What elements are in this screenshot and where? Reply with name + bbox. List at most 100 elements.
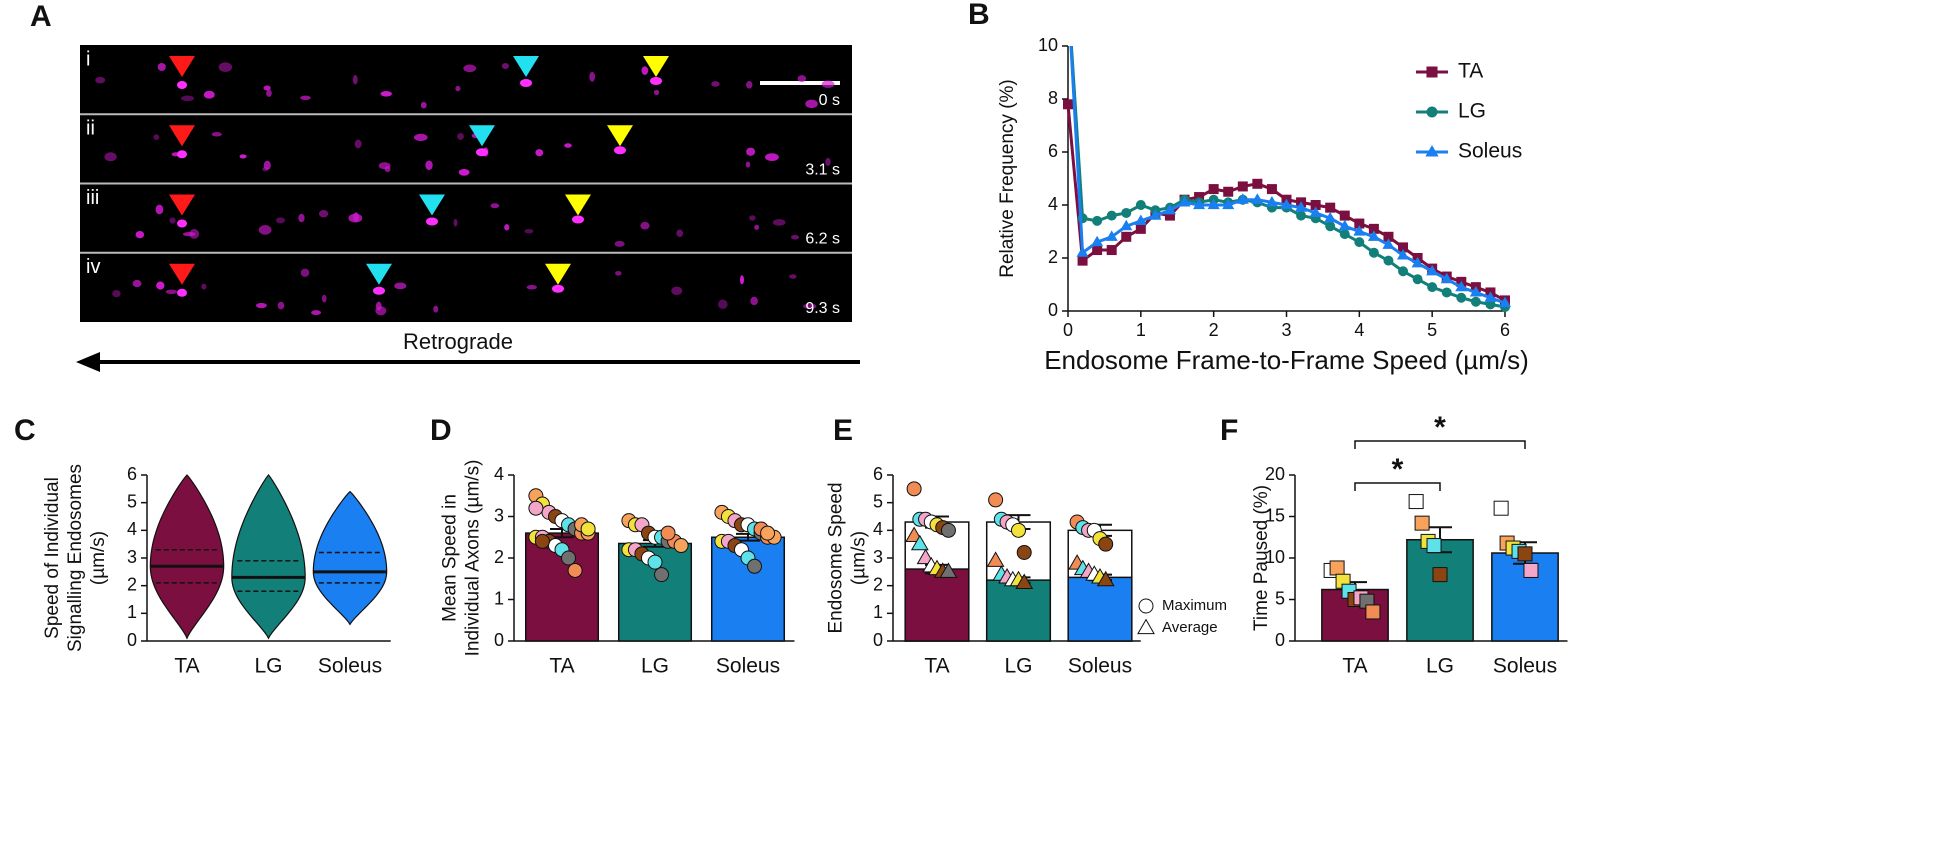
data-point <box>1398 266 1409 277</box>
data-point <box>1426 264 1439 276</box>
x-tick-label: Soleus <box>318 655 382 678</box>
y-tick-label: 0 <box>127 630 137 650</box>
data-point <box>1456 292 1467 303</box>
data-point <box>1498 296 1512 308</box>
y-tick-label: 10 <box>1265 547 1285 567</box>
data-point <box>1426 538 1442 554</box>
endosome-blob <box>641 66 649 75</box>
y-tick-label: 6 <box>127 464 137 484</box>
y-axis-title: Mean Speed in <box>440 494 461 622</box>
legend-marker <box>1138 598 1154 614</box>
endosome-blob <box>177 81 187 89</box>
legend-label: LG <box>1458 100 1486 123</box>
violin <box>149 474 225 640</box>
x-tick-label: 4 <box>1354 320 1364 340</box>
data-point <box>660 525 676 541</box>
bar <box>985 579 1052 642</box>
data-point <box>1296 210 1307 221</box>
data-point <box>1411 256 1424 268</box>
endosome-blob <box>373 286 385 295</box>
endosome-blob <box>671 286 683 296</box>
data-point <box>1396 248 1410 260</box>
legend-marker <box>1425 144 1439 157</box>
data-point <box>1484 291 1497 302</box>
endosome-blob <box>348 213 363 223</box>
endosome-blob <box>95 76 106 84</box>
data-point <box>940 522 956 538</box>
endosome-blob <box>177 150 187 159</box>
arrowhead <box>469 125 495 147</box>
endosome-blob <box>181 95 195 102</box>
data-point <box>1414 515 1430 531</box>
data-point <box>1325 221 1336 232</box>
data-point <box>1325 202 1336 213</box>
endosome-blob <box>298 213 305 223</box>
arrowhead <box>169 263 195 285</box>
data-point <box>1440 272 1453 284</box>
data-point <box>1470 296 1481 307</box>
endosome-blob <box>749 215 756 221</box>
y-tick-label: 4 <box>1048 194 1058 214</box>
y-tick-label: 4 <box>873 519 883 539</box>
data-point <box>1432 567 1448 583</box>
data-point <box>1076 246 1089 257</box>
y-tick-label: 2 <box>873 574 883 594</box>
y-tick-label: 4 <box>494 464 504 484</box>
endosome-blob <box>803 303 817 309</box>
endosome-blob <box>165 289 178 294</box>
y-axis-title: Individual Axons (µm/s) <box>463 460 484 657</box>
data-point <box>1120 219 1133 231</box>
endosome-blob <box>589 71 596 82</box>
endosome-blob <box>157 62 166 72</box>
data-point <box>910 534 929 551</box>
data-point <box>1092 215 1103 226</box>
endosome-blob <box>821 80 835 88</box>
endosome-blob <box>263 85 271 91</box>
time-label: 9.3 s <box>805 300 840 317</box>
time-label: 3.1 s <box>805 161 840 178</box>
panel-letter: F <box>1220 414 1238 447</box>
legend-label: Maximum <box>1162 597 1227 614</box>
data-point <box>1367 230 1380 241</box>
y-tick-label: 0 <box>494 630 504 650</box>
y-tick-label: 3 <box>494 505 504 525</box>
data-point <box>1121 207 1132 218</box>
arrow-head <box>76 352 100 372</box>
endosome-blob <box>211 132 222 137</box>
x-tick-label: TA <box>174 655 199 678</box>
data-point <box>1368 247 1379 258</box>
legend-label: Soleus <box>1458 140 1522 163</box>
endosome-blob <box>380 91 392 97</box>
data-point <box>1469 286 1482 297</box>
y-axis-title: Time Paused (%) <box>1251 485 1272 631</box>
y-tick-label: 5 <box>1275 588 1285 608</box>
endosome-blob <box>745 161 751 168</box>
data-point <box>1329 560 1345 576</box>
y-axis-title: (µm/s) <box>849 531 870 585</box>
endosome-blob <box>352 74 358 85</box>
data-point <box>1106 210 1117 221</box>
endosome-blob <box>239 154 247 159</box>
row-label: iv <box>86 256 100 278</box>
endosome-blob <box>300 95 311 101</box>
data-point <box>1135 223 1146 234</box>
endosome-blob <box>201 283 207 290</box>
y-tick-label: 20 <box>1265 464 1285 484</box>
arrowhead <box>565 194 591 216</box>
x-tick-label: LG <box>1004 655 1032 678</box>
endosome-blob <box>457 132 464 140</box>
x-tick-label: 0 <box>1063 320 1073 340</box>
endosome-blob <box>615 270 622 276</box>
arrowhead <box>607 125 633 147</box>
data-point <box>1353 225 1366 236</box>
endosome-blob <box>717 299 728 310</box>
y-tick-label: 1 <box>127 602 137 622</box>
x-tick-label: 2 <box>1209 320 1219 340</box>
legend-marker <box>1137 618 1155 635</box>
endosome-blob <box>552 284 564 293</box>
endosome-blob <box>425 160 433 171</box>
data-point <box>988 492 1004 508</box>
endosome-blob <box>676 229 684 237</box>
endosome-blob <box>255 302 267 309</box>
endosome-blob <box>420 101 427 109</box>
